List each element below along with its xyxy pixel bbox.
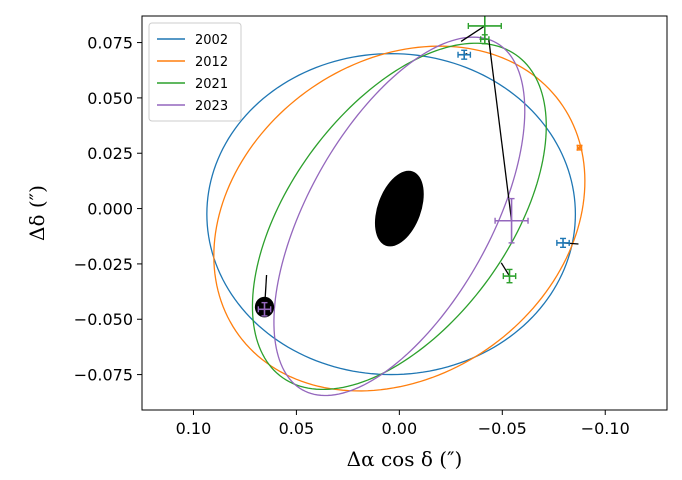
legend-label-2002: 2002 (195, 33, 228, 48)
legend-label-2023: 2023 (195, 99, 228, 114)
residual-2021-1 (500, 262, 511, 277)
residual-2021-0 (460, 25, 486, 42)
x-axis-label: Δα cos δ (″) (347, 447, 463, 471)
orbit-2023 (273, 36, 526, 397)
datapoint-2002-0 (457, 49, 472, 60)
datapoint-2021-2 (479, 34, 490, 45)
y-tick-label: −0.075 (74, 366, 133, 385)
plot-frame (141, 15, 668, 411)
datapoint-2012-0 (576, 144, 583, 151)
legend-label-2021: 2021 (195, 77, 228, 92)
x-tick-label: −0.10 (581, 419, 630, 438)
y-axis-label: Δδ (″) (25, 185, 49, 241)
orbit-2012 (213, 45, 586, 392)
datapoint-2021-1 (502, 268, 517, 284)
x-tick-label: −0.05 (478, 419, 527, 438)
x-tick-label: 0.10 (176, 419, 212, 438)
y-tick-label: 0.075 (87, 34, 133, 53)
x-tick-label: 0.00 (382, 419, 418, 438)
orbit-2002 (206, 52, 577, 376)
y-tick-label: 0.050 (87, 89, 133, 108)
datapoint-2023-1 (257, 301, 272, 317)
axis-ticks: 0.10 0.05 0.00 −0.05 −0.10 −0.075 −0.050 −0.025… (74, 34, 630, 438)
legend-label-2012: 2012 (195, 55, 228, 70)
residual-2023-0 (488, 40, 513, 221)
orbit-2021 (251, 42, 547, 391)
datapoint-2023-0 (494, 197, 529, 244)
x-tick-label: 0.05 (279, 419, 315, 438)
primary-body (374, 170, 424, 247)
y-tick-label: −0.025 (74, 255, 133, 274)
y-tick-label: 0.025 (87, 144, 133, 163)
datapoint-2002-1 (556, 237, 570, 249)
y-tick-label: −0.050 (74, 310, 133, 329)
legend-frame (148, 22, 242, 122)
legend: 2002 2012 2021 2023 (148, 22, 242, 122)
y-tick-label: 0.000 (87, 200, 133, 219)
